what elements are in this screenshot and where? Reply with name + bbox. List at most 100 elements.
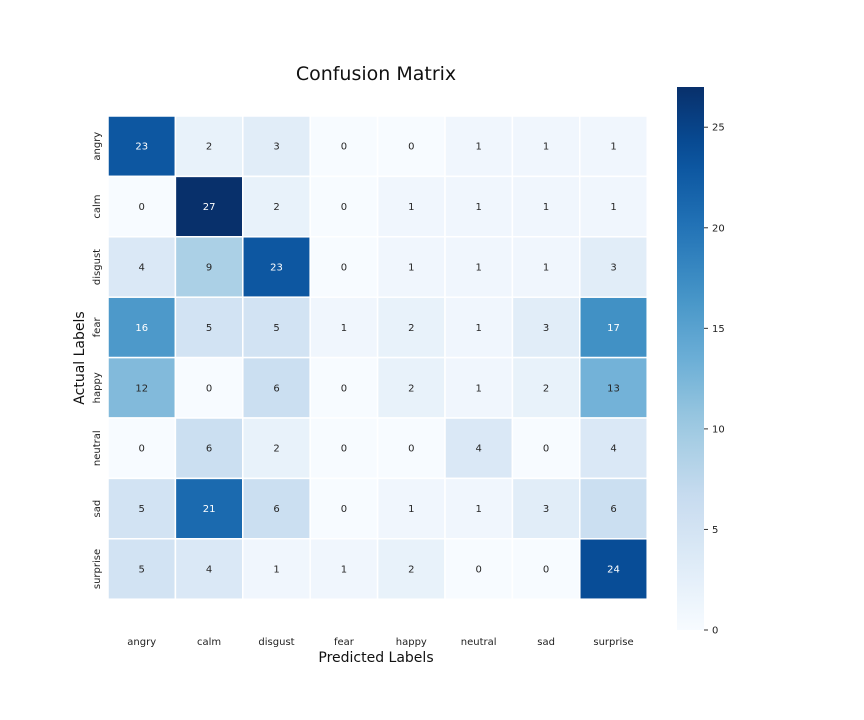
heatmap-cell xyxy=(579,417,648,480)
heatmap-cell xyxy=(309,356,379,419)
heatmap-cell xyxy=(579,236,648,298)
y-tick-label: angry xyxy=(92,132,103,161)
heatmap-cell xyxy=(309,236,379,298)
y-tick-label: sad xyxy=(92,500,103,518)
cell-value-label: 9 xyxy=(206,263,212,274)
cell-value-label: 1 xyxy=(476,504,482,515)
y-tick-label: surprise xyxy=(92,549,103,589)
cell-value-label: 5 xyxy=(139,504,145,515)
heatmap-cell xyxy=(444,175,514,238)
cell-value-label: 0 xyxy=(341,504,347,515)
cell-value-label: 1 xyxy=(476,142,482,153)
heatmap-cell xyxy=(174,236,244,298)
cell-value-label: 6 xyxy=(610,504,616,515)
cell-value-label: 0 xyxy=(408,444,414,455)
cell-value-label: 27 xyxy=(203,202,216,213)
cell-value-label: 24 xyxy=(607,565,620,576)
colorbar-ticks: 0 5 10 15 20 25 xyxy=(704,123,725,637)
heatmap-cell xyxy=(242,538,311,600)
cell-value-label: 13 xyxy=(607,383,620,394)
cell-value-label: 21 xyxy=(203,504,216,515)
x-tick-label: neutral xyxy=(461,637,497,648)
x-tick-labels: angry calm disgust fear happy neutral sad surpr… xyxy=(127,637,633,648)
heatmap-cell xyxy=(579,477,648,540)
cell-value-label: 4 xyxy=(610,444,616,455)
colorbar-tick-label: 10 xyxy=(712,424,725,435)
cell-value-label: 1 xyxy=(610,142,616,153)
y-tick-label: fear xyxy=(92,317,103,338)
colorbar-tick-label: 25 xyxy=(712,123,725,134)
cell-value-label: 1 xyxy=(476,202,482,213)
y-tick-labels: angry calm disgust fear happy neutral sad surpr… xyxy=(92,132,103,589)
cell-value-label: 6 xyxy=(273,383,279,394)
cell-value-label: 0 xyxy=(139,202,145,213)
cell-value-label: 3 xyxy=(543,323,549,334)
heatmap-cell xyxy=(579,538,648,600)
cell-value-label: 1 xyxy=(476,323,482,334)
cell-value-label: 2 xyxy=(273,444,279,455)
heatmap-cell xyxy=(309,175,379,238)
cell-value-label: 5 xyxy=(139,565,145,576)
cell-value-label: 1 xyxy=(476,383,482,394)
cell-value-label: 4 xyxy=(139,263,145,274)
cell-value-label: 4 xyxy=(476,444,482,455)
x-tick-label: happy xyxy=(396,637,427,648)
cell-value-label: 1 xyxy=(543,142,549,153)
heatmap-cell xyxy=(242,236,311,298)
cell-value-label: 0 xyxy=(341,142,347,153)
heatmap-cell xyxy=(376,356,446,419)
cell-value-label: 2 xyxy=(543,383,549,394)
heatmap-cell xyxy=(376,538,446,600)
x-axis-label: Predicted Labels xyxy=(318,650,433,666)
cell-value-label: 2 xyxy=(408,323,414,334)
x-tick-label: calm xyxy=(197,637,221,648)
heatmap-cell xyxy=(242,296,311,359)
heatmap-cell xyxy=(376,296,446,359)
heatmap-cell xyxy=(107,236,177,298)
heatmap-cell xyxy=(511,417,581,480)
heatmap-cell xyxy=(444,417,514,480)
cell-value-label: 2 xyxy=(273,202,279,213)
y-tick-label: disgust xyxy=(92,249,103,285)
cell-value-label: 4 xyxy=(206,565,212,576)
heatmap-cell xyxy=(174,417,244,480)
cell-value-label: 3 xyxy=(610,263,616,274)
x-tick-label: angry xyxy=(127,637,156,648)
cell-value-label: 1 xyxy=(408,504,414,515)
colorbar-tick-label: 5 xyxy=(712,525,718,536)
cell-value-label: 3 xyxy=(273,142,279,153)
cell-value-label: 0 xyxy=(341,263,347,274)
cell-value-label: 1 xyxy=(341,565,347,576)
cell-value-label: 1 xyxy=(543,263,549,274)
cell-value-label: 16 xyxy=(135,323,148,334)
heatmap-cell xyxy=(309,538,379,600)
y-tick-label: happy xyxy=(92,372,103,403)
cell-value-label: 1 xyxy=(273,565,279,576)
colorbar-tick-label: 15 xyxy=(712,324,725,335)
y-tick-label: calm xyxy=(92,195,103,219)
heatmap-cell xyxy=(444,115,514,178)
heatmap-cell xyxy=(579,356,648,419)
x-tick-label: fear xyxy=(334,637,355,648)
cell-value-label: 2 xyxy=(206,142,212,153)
heatmap-cell xyxy=(444,477,514,540)
cell-value-label: 3 xyxy=(543,504,549,515)
heatmap-cell xyxy=(174,175,244,238)
cell-value-label: 0 xyxy=(543,565,549,576)
heatmap-cell xyxy=(107,538,177,600)
heatmap-cell xyxy=(579,115,648,178)
heatmap-cell xyxy=(444,538,514,600)
cell-value-label: 0 xyxy=(139,444,145,455)
heatmap-cell xyxy=(107,477,177,540)
cell-value-label: 5 xyxy=(273,323,279,334)
cell-value-label: 5 xyxy=(206,323,212,334)
heatmap-cell xyxy=(174,477,244,540)
colorbar xyxy=(677,87,704,630)
heatmap-cell xyxy=(376,417,446,480)
cell-value-label: 23 xyxy=(135,142,148,153)
cell-value-label: 12 xyxy=(135,383,148,394)
heatmap-cell xyxy=(376,236,446,298)
cell-value-label: 0 xyxy=(543,444,549,455)
cell-value-label: 1 xyxy=(341,323,347,334)
